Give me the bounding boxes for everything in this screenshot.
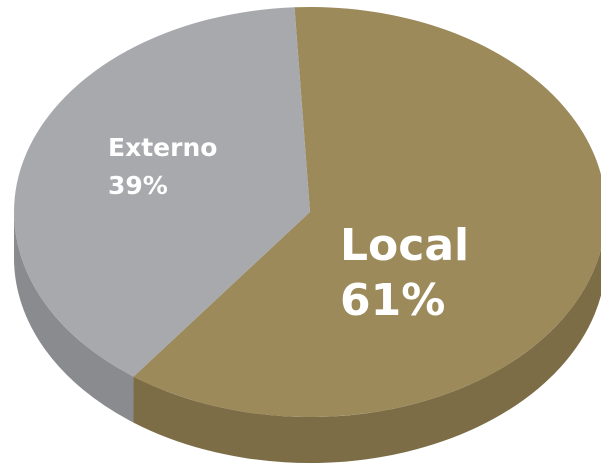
pie-side-local [133,249,601,463]
pie-slice-local [133,7,601,417]
slice-value-externo: 39% [108,171,168,200]
pie-slice-externo [14,7,311,377]
pie-side-externo [14,212,134,423]
pie-tops [14,7,601,417]
slice-value-local: 61% [340,275,445,326]
pie-labels: Externo 39% Local 61% [108,133,469,326]
slice-label-local: Local [340,220,469,271]
slice-label-externo: Externo [108,133,217,162]
pie-sides [14,212,601,463]
